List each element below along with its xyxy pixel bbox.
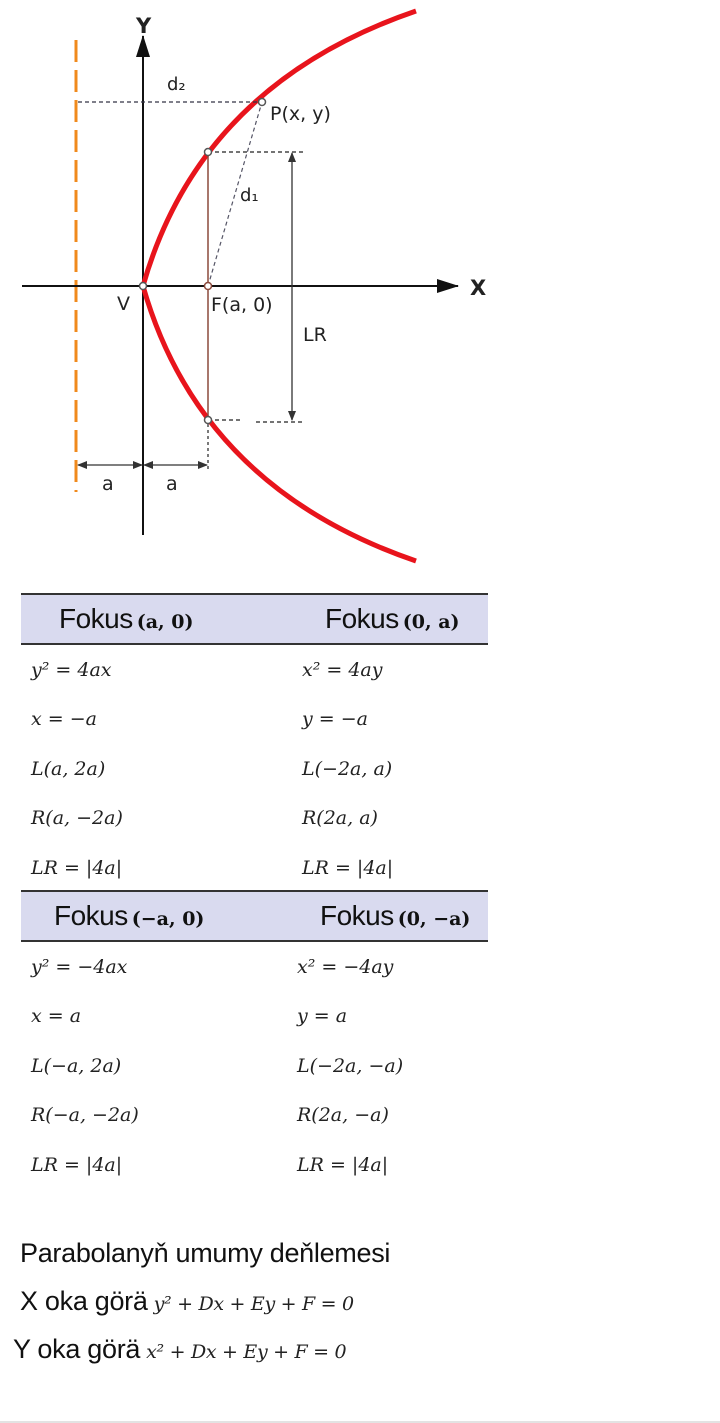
parabola-diagram: Y X d₂ d₁ P(x, y) V F(a, 0) LR a a xyxy=(22,8,486,564)
table-cell: L(a, 2a) xyxy=(31,757,106,780)
table-cell: y = a xyxy=(297,1005,348,1028)
table-cell: R(2a, a) xyxy=(302,807,378,830)
table-cell: R(2a, −a) xyxy=(297,1104,389,1127)
d1-dashed-line xyxy=(207,101,263,287)
header-word: Fokus xyxy=(325,603,399,634)
table-cell: R(−a, −2a) xyxy=(31,1104,139,1127)
table-row: LR = |4a| LR = |4a| xyxy=(21,843,488,893)
table-row: y² = 4ax x² = 4ay xyxy=(21,644,488,695)
vertex-point xyxy=(138,281,148,291)
y-axis-label: Y xyxy=(135,14,152,38)
point-r xyxy=(203,415,213,425)
header-focus-0-neg-a: Fokus (0, −a) xyxy=(287,890,488,942)
table-cell: x = −a xyxy=(31,708,97,731)
table-cell: x² = −4ay xyxy=(297,955,394,978)
point-p-label: P(x, y) xyxy=(270,103,331,125)
table-row: L(−a, 2a) L(−2a, −a) xyxy=(21,1041,488,1091)
table-cell: LR = |4a| xyxy=(297,1153,389,1176)
a-left-label: a xyxy=(102,473,114,495)
x-axis-label: X xyxy=(470,276,486,300)
a-right-label: a xyxy=(166,473,178,495)
x-axis-general-equation: X oka görä y² + Dx + Ey + F = 0 xyxy=(20,1286,354,1317)
focus-table-positive: Fokus (a, 0) Fokus (0, a) y² = 4ax x² = 4ay… xyxy=(21,593,488,893)
table-row: y² = −4ax x² = −4ay xyxy=(21,941,488,992)
header-param: (a, 0) xyxy=(136,611,194,633)
x-axis-label-text: X oka görä xyxy=(20,1286,148,1316)
table-cell: LR = |4a| xyxy=(31,856,123,879)
header-word: Fokus xyxy=(320,900,394,931)
point-l xyxy=(203,147,213,157)
table-cell: y² = 4ax xyxy=(31,658,112,681)
table-row: R(−a, −2a) R(2a, −a) xyxy=(21,1091,488,1141)
bottom-divider xyxy=(0,1421,720,1423)
table-row: x = a y = a xyxy=(21,992,488,1042)
table-header-row: Fokus (−a, 0) Fokus (0, −a) xyxy=(21,890,488,942)
vertex-label: V xyxy=(117,293,130,315)
table-cell: x² = 4ay xyxy=(302,658,383,681)
focus-label: F(a, 0) xyxy=(211,294,273,316)
d1-label: d₁ xyxy=(240,185,259,206)
table-cell: L(−a, 2a) xyxy=(31,1054,122,1077)
point-p xyxy=(257,97,267,107)
table-cell: LR = |4a| xyxy=(31,1153,123,1176)
table-cell: y = −a xyxy=(302,708,368,731)
y-axis-equation: x² + Dx + Ey + F = 0 xyxy=(146,1341,347,1363)
table-cell: L(−2a, −a) xyxy=(297,1054,404,1077)
table-cell: L(−2a, a) xyxy=(302,757,393,780)
header-param: (0, −a) xyxy=(397,908,471,930)
x-axis-equation: y² + Dx + Ey + F = 0 xyxy=(153,1293,354,1315)
header-word: Fokus xyxy=(59,603,133,634)
header-word: Fokus xyxy=(54,900,128,931)
table-cell: x = a xyxy=(31,1005,82,1028)
general-equation-title: Parabolanyň umumy deňlemesi xyxy=(20,1238,391,1268)
latus-rectum-label: LR xyxy=(303,324,327,346)
focus-table-negative: Fokus (−a, 0) Fokus (0, −a) y² = −4ax x² = … xyxy=(21,890,488,1190)
y-axis-label-text: Y oka görä xyxy=(13,1334,141,1364)
header-focus-neg-a0: Fokus (−a, 0) xyxy=(21,890,287,942)
header-param: (−a, 0) xyxy=(131,908,205,930)
table-row: L(a, 2a) L(−2a, a) xyxy=(21,744,488,794)
focus-point xyxy=(203,281,213,291)
table-cell: LR = |4a| xyxy=(302,856,394,879)
table-header-row: Fokus (a, 0) Fokus (0, a) xyxy=(21,593,488,645)
y-axis-general-equation: Y oka görä x² + Dx + Ey + F = 0 xyxy=(13,1334,347,1365)
table-row: LR = |4a| LR = |4a| xyxy=(21,1140,488,1190)
header-param: (0, a) xyxy=(402,611,460,633)
table-cell: R(a, −2a) xyxy=(31,807,123,830)
header-focus-0a: Fokus (0, a) xyxy=(292,593,488,645)
header-focus-a0: Fokus (a, 0) xyxy=(21,593,292,645)
table-cell: y² = −4ax xyxy=(31,955,128,978)
d2-label: d₂ xyxy=(167,74,186,95)
table-row: x = −a y = −a xyxy=(21,695,488,745)
table-row: R(a, −2a) R(2a, a) xyxy=(21,794,488,844)
